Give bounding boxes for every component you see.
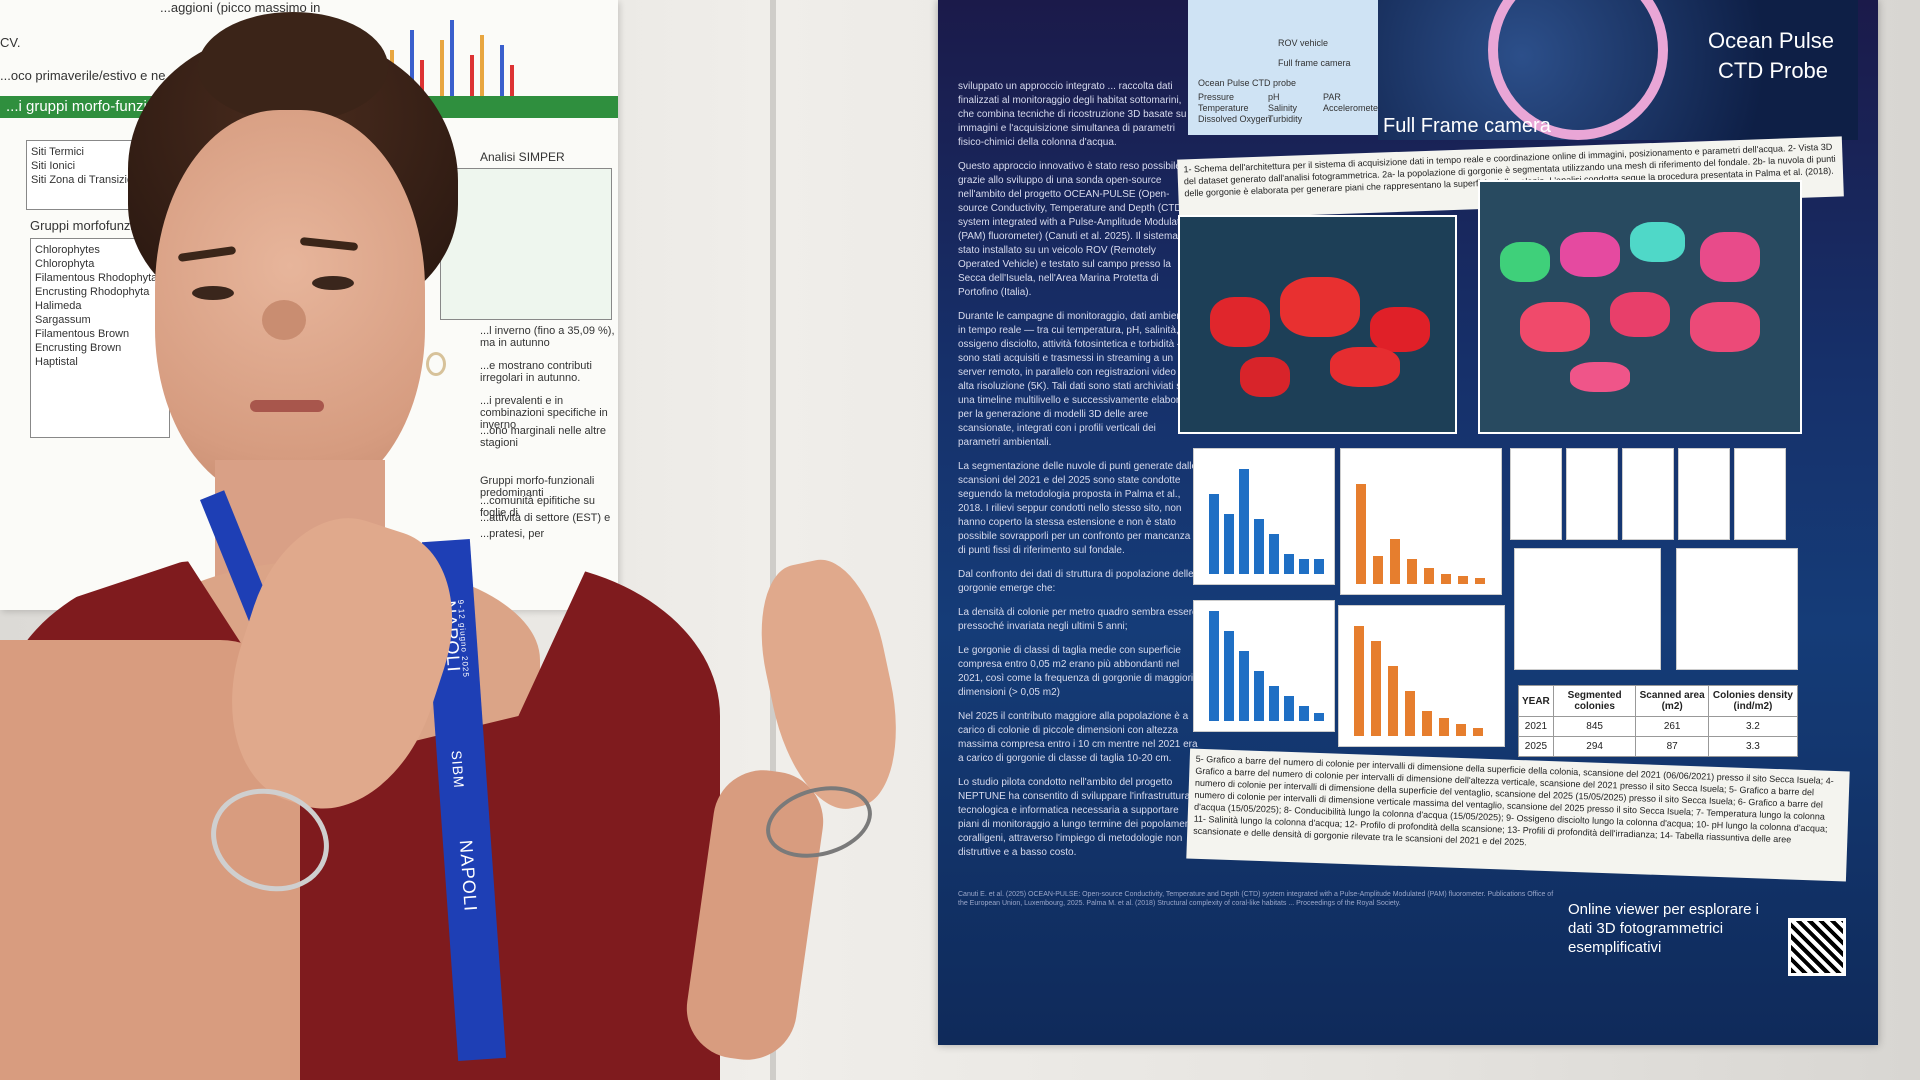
probe-ring — [1488, 0, 1668, 140]
presenter: NAPOLI SIBM NAPOLI 9-12 giugno 2025 — [0, 0, 915, 1080]
site-item: Siti Termici — [31, 146, 84, 158]
summary-table: YEAR Segmented colonies Scanned area (m2… — [1518, 685, 1799, 757]
hair-bun — [198, 12, 388, 122]
wall-divider — [770, 0, 776, 1080]
depth-profile-chart — [1514, 548, 1661, 670]
table-header: YEAR — [1518, 685, 1554, 717]
irradiance-chart — [1676, 548, 1798, 670]
site-item: Siti Zona di Transizione — [31, 174, 146, 186]
legend-item: Halimeda — [35, 300, 82, 312]
left-poster-body-line: ...l inverno (fino a 35,09 %), ma in aut… — [480, 325, 615, 349]
left-poster-legend: Chlorophytes Chlorophyta Filamentous Rho… — [30, 238, 170, 438]
profile-chart-7 — [1510, 448, 1562, 540]
table-header: Scanned area (m2) — [1635, 685, 1709, 717]
profile-chart-11 — [1734, 448, 1786, 540]
left-poster-header-line2: CV. — [0, 35, 21, 50]
histogram-5 — [1193, 600, 1335, 732]
fig-param: PAR — [1323, 92, 1341, 102]
site-item: Siti Ionici — [31, 160, 76, 172]
qr-code-icon[interactable] — [1788, 918, 1846, 976]
mouth — [250, 400, 324, 412]
legend-item: Encrusting Brown — [35, 342, 122, 354]
left-poster-header-line1: ...aggioni (picco massimo in — [160, 0, 321, 15]
fig-param: Salinity — [1268, 103, 1298, 113]
left-poster-body-line: ...e mostrano contributi irregolari in a… — [480, 360, 592, 384]
fig-cam-label: Full frame camera — [1278, 58, 1351, 68]
poster-bullet: Nel 2025 il contributo maggiore alla pop… — [958, 711, 1198, 764]
fig-param: Temperature — [1198, 103, 1249, 113]
profile-chart-10 — [1678, 448, 1730, 540]
histogram-4 — [1340, 448, 1502, 595]
profile-chart-9 — [1622, 448, 1674, 540]
left-poster-body-line: ...ono marginali nelle altre stagioni — [480, 425, 606, 449]
poster-body-text: sviluppato un approccio integrato ... ra… — [958, 80, 1198, 870]
lanyard-text: NAPOLI — [455, 839, 481, 913]
references: Canuti E. et al. (2025) OCEAN-PULSE: Ope… — [958, 891, 1554, 907]
poster-bullet: Le gorgonie di classi di taglia medie co… — [958, 645, 1194, 698]
figure-caption-2: 5- Grafico a barre del numero di colonie… — [1186, 748, 1850, 882]
lanyard-logo-text: SIBM — [448, 749, 468, 790]
poster-para: La segmentazione delle nuvole di punti g… — [958, 461, 1198, 556]
legend-item: Filamentous Rhodophyta — [35, 272, 158, 284]
left-poster-body-line: ...attività di settore (EST) e — [480, 512, 611, 524]
legend-item: Haptistal — [35, 356, 78, 368]
online-viewer-text: Online viewer per esplorare i dati 3D fo… — [1568, 901, 1759, 956]
gorgonian-photo-2b — [1478, 180, 1802, 434]
poster-para: Lo studio pilota condotto nell'ambito de… — [958, 777, 1196, 858]
earring — [426, 352, 446, 376]
poster-bullet: La densità di colonie per metro quadro s… — [958, 607, 1198, 632]
ocean-pulse-photo: Ocean Pulse CTD Probe — [1378, 0, 1858, 140]
ocean-pulse-label: Ocean Pulse — [1708, 28, 1834, 53]
table-row: 2021 845 261 3.2 — [1518, 716, 1799, 737]
left-poster-body-line: ...pratesi, per — [480, 528, 545, 540]
legend-item: Encrusting Rhodophyta — [35, 286, 150, 298]
fig-param: pH — [1268, 92, 1280, 102]
full-frame-label: Full Frame camera — [1383, 115, 1551, 137]
histogram-6 — [1338, 605, 1505, 747]
histogram-3 — [1193, 448, 1335, 585]
left-poster-groups-title: Gruppi morfofunzionali — [30, 218, 161, 233]
table-header: Segmented colonies — [1552, 685, 1637, 717]
legend-item: Sargassum — [35, 314, 91, 326]
table-header: Colonies density (ind/m2) — [1707, 685, 1799, 717]
poster-para: Dal confronto dei dati di struttura di p… — [958, 569, 1194, 594]
fig-param: Pressure — [1198, 92, 1235, 102]
left-eye — [192, 286, 234, 300]
architecture-figure: ROV vehicle Full frame camera Ocean Puls… — [1188, 0, 1382, 135]
poster-para: Questo approccio innovativo è stato reso… — [958, 161, 1191, 298]
legend-item: Chlorophyta — [35, 258, 95, 270]
gorgonian-photo-2a — [1178, 215, 1457, 434]
profile-chart-8 — [1566, 448, 1618, 540]
poster-intro: sviluppato un approccio integrato ... ra… — [958, 81, 1187, 148]
fig-param: Turbidity — [1268, 114, 1303, 124]
fig-rov-label: ROV vehicle — [1278, 38, 1329, 48]
fig-param: Accelerometer — [1323, 103, 1382, 113]
left-poster-simper-table — [440, 168, 612, 320]
legend-item: Chlorophytes — [35, 244, 100, 256]
left-poster-header-line3: ...oco primaverile/estivo e ne... — [0, 68, 177, 83]
right-poster: sviluppato un approccio integrato ... ra… — [938, 0, 1878, 1045]
left-poster-table-title: Analisi SIMPER — [480, 150, 565, 164]
left-poster-body-line: Gruppi morfo-funzionali predominanti — [480, 475, 595, 499]
nose — [262, 300, 306, 340]
legend-item: Filamentous Brown — [35, 328, 130, 340]
ctd-probe-label: CTD Probe — [1718, 58, 1829, 83]
left-poster-body-line: ...i prevalenti e in combinazioni specif… — [480, 395, 608, 431]
poster-para: Durante le campagne di monitoraggio, dat… — [958, 311, 1195, 448]
right-eye — [312, 276, 354, 290]
table-row: 2025 294 87 3.3 — [1518, 736, 1799, 757]
fig-ctd-label: Ocean Pulse CTD probe — [1198, 78, 1297, 88]
fig-param: Dissolved Oxygen — [1198, 114, 1271, 124]
left-poster-body-line: ...comunità epifitiche su foglie di — [480, 495, 595, 519]
